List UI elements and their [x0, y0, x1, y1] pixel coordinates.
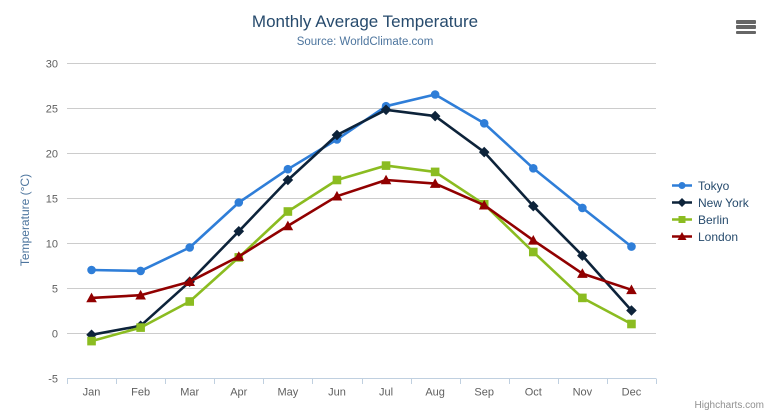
new-york-point-jan[interactable] — [86, 329, 97, 341]
chart-title: Monthly Average Temperature — [251, 12, 479, 31]
credits-link[interactable]: Highcharts.com — [694, 400, 764, 411]
tokyo-point-sep[interactable] — [479, 119, 489, 128]
legend-item-berlin[interactable]: Berlin — [671, 211, 749, 228]
london-point-apr[interactable] — [233, 251, 245, 261]
tokyo-legend-marker-icon — [672, 182, 692, 189]
x-tick-label: Sep — [474, 387, 494, 399]
y-tick-label: 30 — [46, 59, 58, 71]
x-tick-label: Nov — [573, 387, 593, 399]
legend: Tokyo New York Berlin London — [671, 177, 749, 245]
london-point-oct[interactable] — [527, 235, 539, 245]
new-york-point-may[interactable] — [282, 174, 294, 186]
x-tick-label: Feb — [131, 387, 150, 399]
tokyo-point-apr[interactable] — [234, 198, 244, 207]
london-point-jul[interactable] — [380, 174, 392, 185]
legend-label: Berlin — [698, 212, 729, 227]
berlin-point-aug[interactable] — [430, 167, 440, 177]
london-legend-marker-icon — [672, 232, 692, 240]
berlin-point-may[interactable] — [283, 207, 293, 216]
berlin-point-mar[interactable] — [185, 297, 195, 306]
berlin-point-oct[interactable] — [528, 247, 538, 257]
y-tick-label: -5 — [48, 374, 58, 386]
new-york-point-jul[interactable] — [380, 104, 392, 116]
y-tick-label: 20 — [46, 149, 58, 161]
berlin-legend-symbol — [678, 216, 686, 223]
london-point-mar[interactable] — [184, 276, 196, 286]
london-legend-symbol — [677, 232, 687, 240]
chart-subtitle: Source: WorldClimate.com — [296, 36, 434, 48]
london-point-jun[interactable] — [331, 190, 343, 201]
new-york-legend-symbol — [677, 198, 687, 207]
new-york-point-dec[interactable] — [626, 305, 637, 316]
legend-item-london[interactable]: London — [671, 228, 749, 245]
berlin-point-nov[interactable] — [578, 293, 587, 303]
y-tick-label: 10 — [46, 239, 58, 251]
series-line-berlin — [90, 164, 633, 343]
london-point-dec[interactable] — [626, 284, 637, 295]
tokyo-point-feb[interactable] — [136, 266, 145, 276]
new-york-point-apr[interactable] — [233, 226, 245, 237]
new-york-point-sep[interactable] — [478, 146, 490, 158]
london-point-sep[interactable] — [478, 199, 490, 210]
tokyo-point-oct[interactable] — [528, 164, 538, 173]
x-tick-label: Oct — [525, 387, 542, 399]
export-menu-button[interactable] — [735, 19, 757, 36]
london-point-feb[interactable] — [135, 289, 146, 300]
y-tick-label: 25 — [46, 104, 58, 116]
x-tick-label: Jun — [328, 387, 346, 399]
series-line-new-york — [90, 108, 633, 337]
tokyo-point-nov[interactable] — [578, 203, 587, 213]
tokyo-point-mar[interactable] — [185, 243, 195, 252]
x-tick-label: May — [277, 387, 298, 399]
tokyo-point-jan[interactable] — [87, 265, 96, 275]
new-york-legend-marker-icon — [672, 198, 692, 207]
hamburger-icon — [736, 20, 756, 35]
new-york-point-jun[interactable] — [331, 129, 343, 141]
london-point-aug[interactable] — [429, 178, 441, 188]
y-tick-label: 15 — [46, 194, 58, 206]
x-tick-label: Aug — [425, 387, 445, 399]
tokyo-point-may[interactable] — [283, 164, 293, 174]
new-york-point-aug[interactable] — [429, 110, 441, 122]
legend-label: London — [698, 229, 739, 244]
berlin-point-dec[interactable] — [627, 319, 636, 329]
x-tick-label: Mar — [180, 387, 199, 399]
x-tick-label: Jan — [83, 387, 101, 399]
series-line-london — [90, 178, 633, 300]
x-tick-label: Apr — [230, 387, 247, 399]
berlin-point-jan[interactable] — [87, 336, 96, 346]
legend-item-new-york[interactable]: New York — [671, 194, 749, 211]
berlin-legend-marker-icon — [672, 216, 692, 223]
tokyo-point-dec[interactable] — [627, 242, 636, 251]
legend-item-tokyo[interactable]: Tokyo — [671, 177, 749, 194]
new-york-point-nov[interactable] — [577, 250, 588, 261]
london-point-nov[interactable] — [577, 268, 588, 278]
x-tick-label: Dec — [622, 387, 642, 399]
berlin-point-jul[interactable] — [381, 161, 391, 170]
london-point-jan[interactable] — [86, 292, 97, 303]
berlin-point-jun[interactable] — [332, 175, 342, 185]
x-tick-label: Jul — [379, 387, 393, 399]
y-tick-label: 5 — [52, 284, 58, 296]
tokyo-point-aug[interactable] — [430, 90, 440, 99]
legend-label: New York — [698, 195, 749, 210]
legend-label: Tokyo — [698, 178, 730, 193]
berlin-point-feb[interactable] — [136, 323, 145, 332]
new-york-point-oct[interactable] — [527, 200, 539, 212]
tokyo-legend-symbol — [678, 182, 686, 189]
y-tick-label: 0 — [52, 329, 58, 341]
london-point-may[interactable] — [282, 220, 294, 231]
